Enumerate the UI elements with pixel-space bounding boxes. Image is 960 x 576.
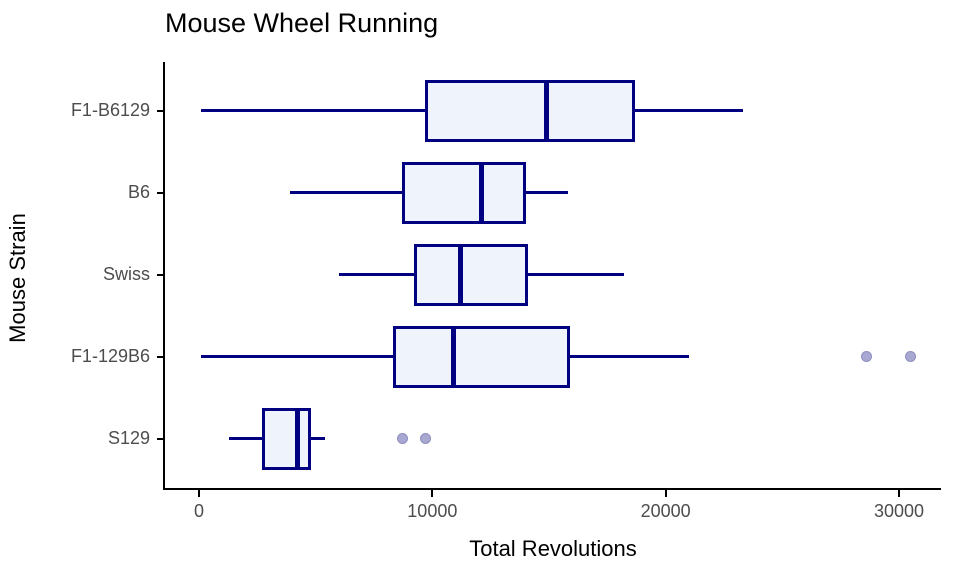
box-Swiss	[413, 243, 528, 306]
y-axis-tick-label-F1-129B6: F1-129B6	[70, 345, 150, 366]
box-F1-129B6	[392, 325, 570, 388]
whisker-lower-F1-B6129	[201, 109, 426, 112]
x-axis-tick	[898, 490, 900, 497]
outlier-point-F1-129B6	[905, 351, 917, 362]
whisker-upper-S129	[311, 437, 325, 440]
x-axis-tick	[431, 490, 434, 497]
median-S129	[294, 407, 300, 470]
x-axis-line	[163, 488, 941, 490]
box-B6	[402, 161, 526, 224]
median-B6	[478, 161, 484, 224]
box-S129	[262, 407, 311, 470]
x-axis-tick-label: 20000	[640, 501, 691, 521]
outlier-point-S129	[396, 433, 408, 444]
y-axis-tick-label-S129: S129	[107, 427, 150, 448]
whisker-lower-S129	[229, 437, 262, 440]
y-axis-line	[163, 62, 165, 490]
median-Swiss	[457, 243, 463, 306]
y-axis-tick-label-B6: B6	[127, 181, 150, 202]
y-axis-tick	[157, 273, 164, 276]
y-axis-tick	[157, 109, 164, 112]
outlier-point-S129	[419, 433, 431, 444]
y-axis-tick-label-Swiss: Swiss	[102, 263, 150, 284]
whisker-upper-Swiss	[528, 273, 624, 276]
outlier-point-F1-129B6	[860, 351, 872, 362]
x-axis-tick-label: 10000	[407, 501, 458, 521]
plot-panel	[165, 62, 941, 490]
whisker-lower-B6	[290, 191, 402, 194]
x-axis-tick	[198, 490, 200, 497]
median-F1-B6129	[544, 79, 550, 142]
y-axis-tick	[157, 191, 164, 194]
y-axis-tick	[157, 355, 164, 358]
x-axis-tick	[664, 490, 667, 497]
whisker-upper-F1-129B6	[570, 355, 689, 358]
x-axis-tick-label: 30000	[873, 501, 925, 521]
whisker-lower-F1-129B6	[201, 355, 393, 358]
plot-title: Mouse Wheel Running	[165, 8, 439, 38]
whisker-upper-F1-B6129	[635, 109, 743, 112]
whisker-lower-Swiss	[339, 273, 414, 276]
x-axis-tick-label: 0	[193, 501, 204, 521]
median-F1-129B6	[450, 325, 456, 388]
box-F1-B6129	[425, 79, 636, 142]
y-axis-tick-label-F1-B6129: F1-B6129	[70, 99, 150, 120]
y-axis-tick	[157, 437, 164, 440]
whisker-upper-B6	[525, 191, 568, 194]
x-axis-title: Total Revolutions	[469, 536, 637, 561]
